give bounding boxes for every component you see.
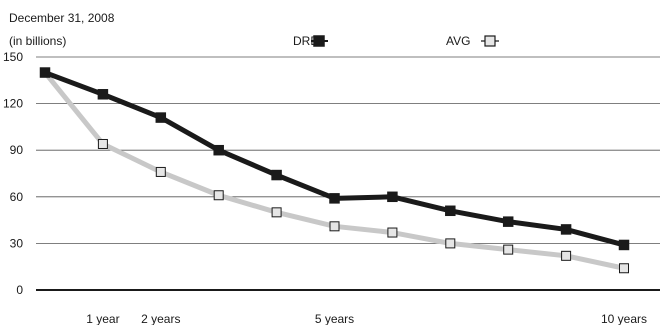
x-tick-label: 10 years — [601, 312, 647, 325]
point-dre — [618, 239, 630, 251]
point-avg — [503, 244, 514, 255]
point-dre — [97, 89, 109, 100]
point-dre — [155, 112, 167, 123]
x-tick-label: 1 year — [86, 312, 119, 325]
point-dre — [329, 193, 340, 204]
point-avg — [561, 250, 572, 261]
y-axis-ticks: 0 30 60 90 120 150 — [3, 50, 23, 297]
point-dre — [560, 224, 572, 235]
point-avg — [445, 238, 456, 249]
point-dre — [213, 144, 224, 156]
y-tick-label: 150 — [3, 50, 23, 64]
y-tick-label: 30 — [10, 236, 24, 250]
gridlines — [36, 56, 660, 244]
point-dre — [387, 191, 398, 203]
x-tick-label: 5 years — [315, 312, 354, 325]
legend: DRE AVG — [293, 34, 499, 48]
y-tick-label: 60 — [10, 190, 24, 204]
series-layer — [39, 67, 630, 274]
point-avg — [97, 138, 108, 149]
x-tick-label: 2 years — [141, 312, 180, 325]
point-dre — [502, 216, 514, 227]
y-tick-label: 120 — [3, 97, 23, 111]
point-avg — [387, 227, 398, 238]
point-dre — [271, 169, 282, 181]
point-avg — [619, 263, 629, 274]
y-tick-label: 90 — [10, 143, 24, 157]
point-avg — [329, 221, 340, 232]
legend-label-dre: DRE — [293, 34, 318, 48]
x-axis-ticks: 1 year 2 years 5 years 10 years — [86, 312, 647, 325]
y-tick-label: 0 — [16, 283, 23, 297]
legend-swatch-avg — [481, 35, 499, 47]
point-avg — [155, 166, 166, 177]
point-dre — [445, 205, 456, 217]
legend-label-avg: AVG — [446, 34, 470, 48]
chart-title-line1: December 31, 2008 — [9, 11, 115, 25]
legend-swatch-dre — [311, 35, 328, 47]
point-dre — [39, 67, 51, 78]
point-avg — [271, 207, 282, 218]
point-avg — [213, 190, 224, 201]
series-line-avg — [43, 70, 625, 271]
chart-title-line2: (in billions) — [9, 34, 66, 48]
